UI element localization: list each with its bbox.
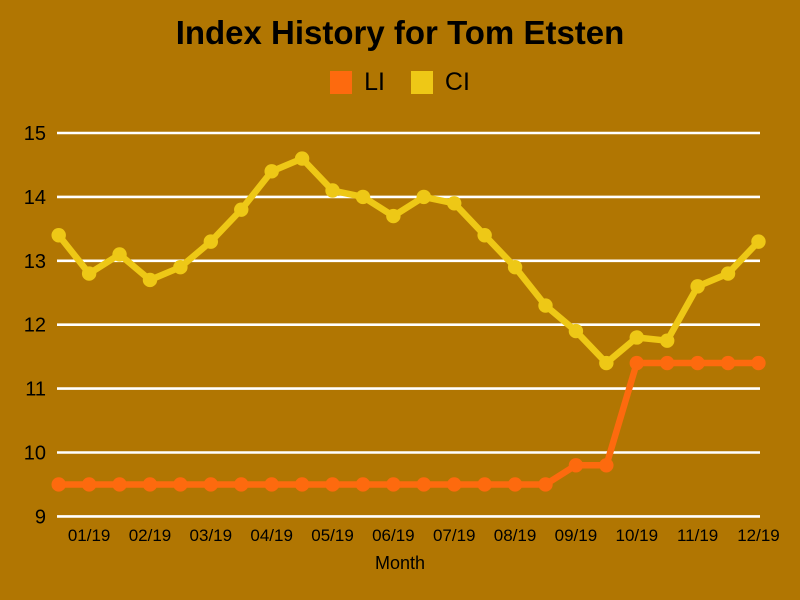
series-point-li	[234, 477, 249, 492]
x-tick-label: 05/19	[311, 526, 354, 545]
x-tick-label: 04/19	[250, 526, 293, 545]
series-point-li	[142, 477, 158, 492]
series-point-ci	[538, 298, 553, 313]
series-point-li	[264, 477, 279, 492]
x-tick-label: 08/19	[494, 526, 537, 545]
series-point-li	[690, 355, 705, 371]
y-tick-label: 11	[25, 379, 46, 401]
series-point-ci	[751, 234, 766, 249]
chart-title: Index History for Tom Etsten	[175, 14, 625, 51]
y-tick-label: 13	[24, 251, 46, 273]
x-axis-title: Month	[374, 553, 426, 573]
series-point-li	[416, 477, 431, 492]
series-point-ci	[507, 259, 523, 275]
y-tick-label: 10	[24, 443, 46, 465]
x-tick-label: 03/19	[190, 526, 233, 545]
series-point-li	[386, 477, 401, 492]
series-point-ci	[477, 228, 492, 243]
series-point-ci	[720, 266, 736, 281]
x-tick-label: 06/19	[372, 526, 415, 545]
series-point-li	[599, 458, 614, 473]
series-point-ci	[629, 330, 644, 345]
legend-item-ci: CI	[410, 68, 470, 96]
series-point-li	[112, 477, 127, 492]
series-point-li	[355, 477, 371, 492]
y-tick-label: 14	[24, 187, 46, 209]
series-point-li	[538, 477, 553, 492]
series-point-li	[51, 477, 66, 492]
series-point-ci	[660, 333, 675, 348]
series-point-ci	[112, 247, 127, 262]
series-point-ci	[234, 202, 249, 217]
series-point-li	[629, 355, 644, 371]
series-point-ci	[386, 208, 401, 224]
series-point-li	[720, 355, 736, 371]
x-tick-label: 01/19	[68, 526, 111, 545]
series-line-li	[58, 359, 759, 488]
legend: LI CI	[0, 70, 800, 95]
li-series-swatch-icon	[330, 71, 353, 94]
series-point-ci	[294, 151, 310, 166]
y-tick-label: 12	[24, 315, 46, 337]
series-point-ci	[81, 266, 97, 281]
ci-series-swatch-icon	[410, 71, 433, 94]
y-tick-label: 15	[24, 123, 46, 145]
series-point-li	[447, 477, 462, 492]
legend-item-li: LI	[330, 70, 385, 95]
series-point-ci	[568, 323, 584, 339]
x-tick-label: 07/19	[433, 526, 476, 545]
series-point-ci	[264, 164, 279, 179]
x-tick-label: 09/19	[555, 526, 598, 545]
series-point-li	[568, 458, 584, 473]
series-point-li	[507, 477, 523, 492]
x-tick-label: 10/19	[616, 526, 659, 545]
series-point-ci	[142, 272, 158, 288]
series-point-ci	[416, 189, 431, 205]
series-point-ci	[325, 183, 340, 198]
y-tick-label: 9	[35, 506, 46, 528]
series-point-li	[203, 477, 219, 492]
series-point-li	[294, 477, 310, 492]
series-point-li	[477, 477, 492, 492]
ci-series-label: CI	[444, 68, 470, 96]
series-point-ci	[51, 228, 66, 243]
x-tick-label: 02/19	[129, 526, 172, 545]
series-point-ci	[173, 259, 188, 275]
series-point-li	[325, 477, 340, 492]
series-point-li	[751, 355, 766, 371]
series-point-li	[660, 355, 675, 371]
x-tick-label: 11/19	[677, 526, 718, 545]
series-point-ci	[599, 355, 614, 371]
series-point-ci	[355, 189, 371, 205]
series-point-ci	[690, 279, 705, 294]
series-point-li	[173, 477, 188, 492]
series-point-ci	[447, 196, 462, 211]
li-series-label: LI	[364, 68, 385, 96]
x-tick-label: 12/19	[737, 526, 780, 545]
series-point-ci	[203, 234, 219, 249]
series-point-li	[81, 477, 97, 492]
